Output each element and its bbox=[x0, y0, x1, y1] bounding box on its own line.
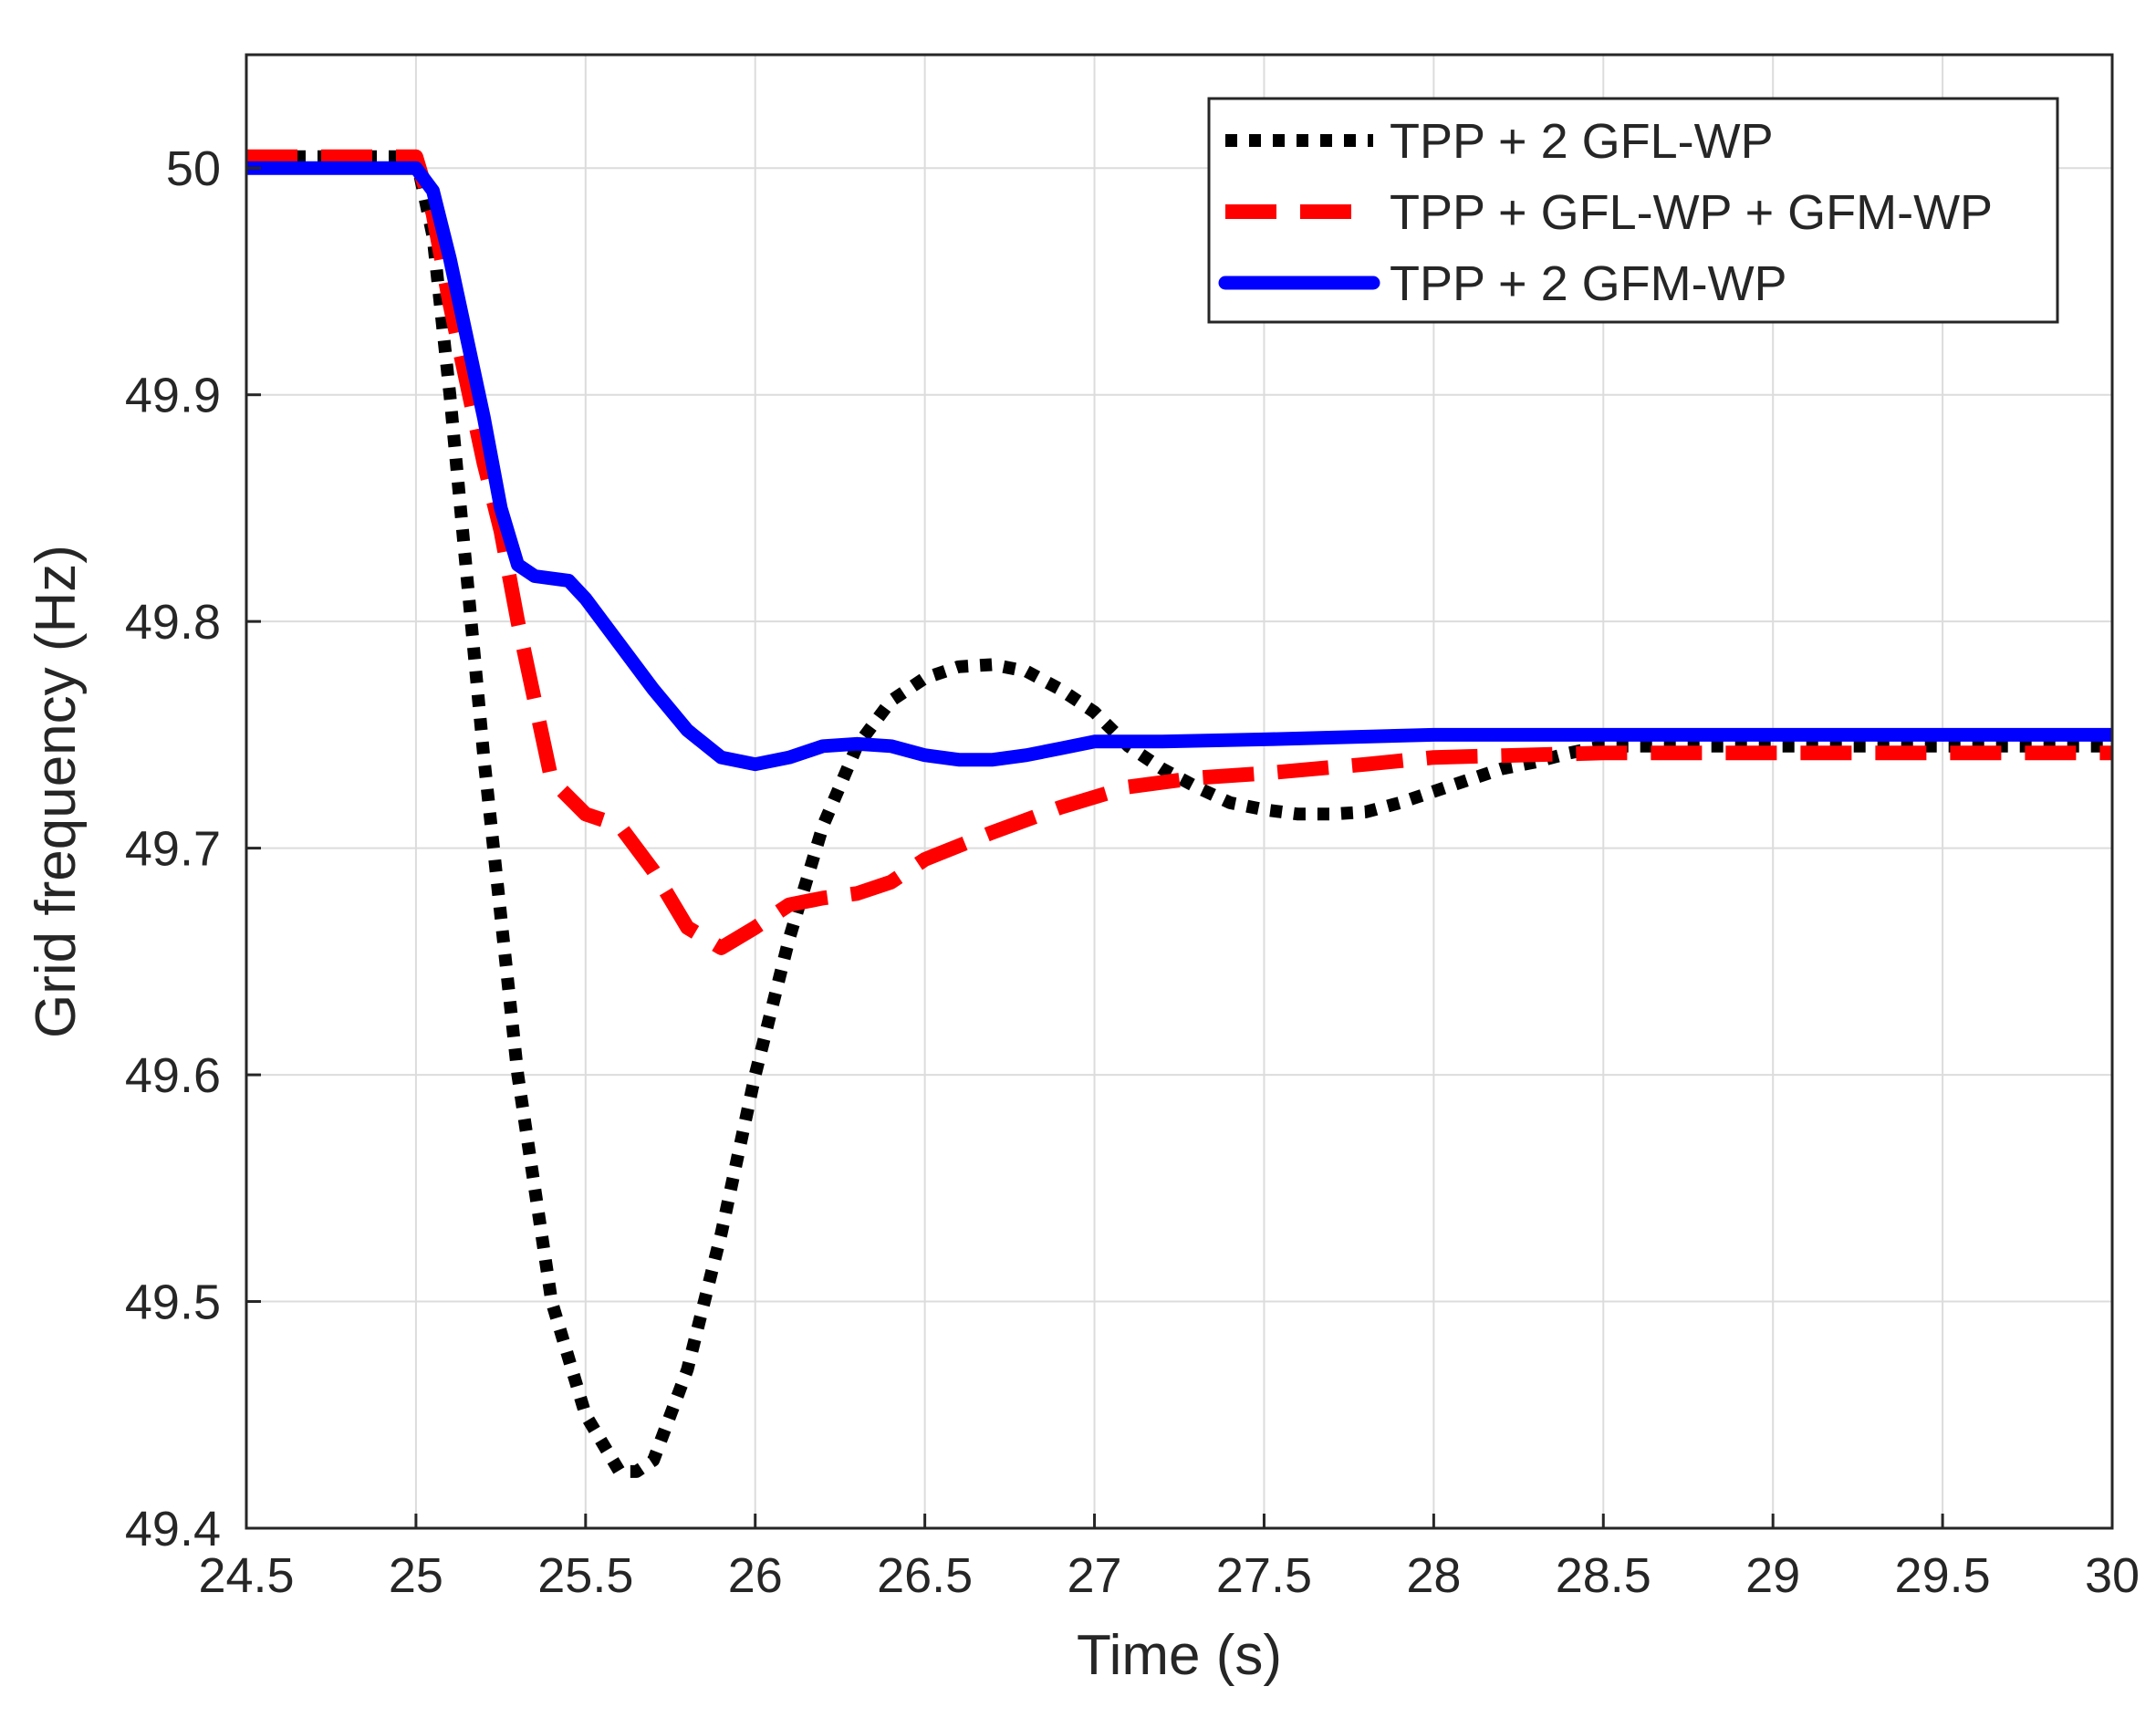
x-tick-label: 30 bbox=[2085, 1548, 2140, 1603]
plot-frame bbox=[245, 53, 2114, 1530]
legend-label-1: TPP + 2 GFL-WP bbox=[1390, 114, 1774, 169]
x-tick-label: 27.5 bbox=[1216, 1548, 1312, 1603]
series-line-1 bbox=[246, 150, 2112, 1478]
y-tick-label: 49.9 bbox=[125, 369, 221, 423]
x-tick-label: 24.5 bbox=[198, 1548, 294, 1603]
y-axis-label: Grid frequency (Hz) bbox=[25, 545, 88, 1038]
x-tick-label: 25 bbox=[389, 1548, 443, 1603]
y-tick-label: 49.5 bbox=[125, 1275, 221, 1330]
y-tick-label: 49.6 bbox=[125, 1048, 221, 1103]
y-tick-label: 49.4 bbox=[125, 1502, 221, 1556]
series-layer bbox=[246, 149, 2112, 1478]
x-tick-label: 29.5 bbox=[1895, 1548, 1991, 1603]
x-axis-label: Time (s) bbox=[1077, 1624, 1282, 1687]
x-tick-label: 28 bbox=[1406, 1548, 1461, 1603]
legend: TPP + 2 GFL-WP TPP + GFL-WP + GFM-WP TPP +… bbox=[1207, 97, 2059, 324]
x-tick-label: 27 bbox=[1068, 1548, 1122, 1603]
series-line-3 bbox=[246, 161, 2112, 772]
x-tick-label: 26.5 bbox=[877, 1548, 973, 1603]
tick-labels: 24.5 25 25.5 26 26.5 27 27.5 28 28.5 29 29.5 30 49.4… bbox=[125, 141, 2140, 1603]
x-tick-label: 28.5 bbox=[1556, 1548, 1651, 1603]
legend-label-3: TPP + 2 GFM-WP bbox=[1390, 256, 1787, 311]
y-tick-label: 50 bbox=[166, 141, 221, 196]
legend-label-2: TPP + GFL-WP + GFM-WP bbox=[1390, 185, 1993, 240]
x-tick-label: 29 bbox=[1745, 1548, 1800, 1603]
series-lines bbox=[246, 149, 2112, 1478]
y-tick-label: 49.7 bbox=[125, 822, 221, 877]
x-tick-label: 26 bbox=[728, 1548, 783, 1603]
y-tick-label: 49.8 bbox=[125, 595, 221, 650]
x-tick-label: 25.5 bbox=[537, 1548, 633, 1603]
